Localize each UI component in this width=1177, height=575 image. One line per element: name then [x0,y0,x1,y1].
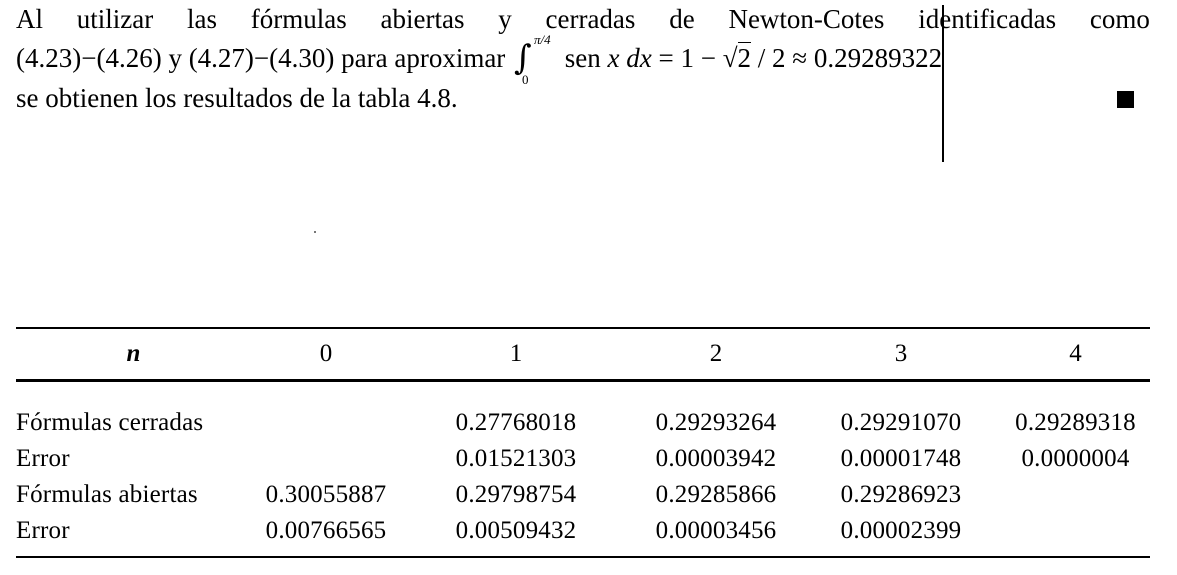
table-cell: 0.00003942 [655,445,777,472]
paragraph-line-2: (4.23)−(4.26) y (4.27)−(4.30) para aprox… [16,33,1150,87]
sqrt-argument: 2 [737,42,752,73]
header-n: n [126,340,141,367]
word: utilizar [76,4,154,34]
vertical-scan-line [942,5,944,162]
word: Al [16,4,43,34]
word: como [1089,4,1150,34]
header-col-4: 4 [1069,340,1082,367]
table-cell: 0.29289318 [1015,409,1136,436]
table-cell: 0.29286923 [840,481,962,508]
table-cell: 0.00003456 [655,517,777,544]
text-run: = 1 − √ [651,43,738,73]
table-row: Error 0.01521303 0.00003942 0.00001748 0… [16,441,1150,477]
table-cell: 0.27768018 [455,409,577,436]
end-of-proof-icon [1117,91,1134,108]
header-col-2: 2 [709,340,723,367]
table-cell: 0.00002399 [840,517,962,544]
word: fórmulas [250,4,347,34]
row-label: Error [16,517,70,544]
header-col-0: 0 [319,340,333,367]
table-cell [1001,513,1150,549]
table-cell [1001,477,1150,513]
text-run: / 2 ≈ 0.29289322 [751,43,943,73]
table-cell: 0.29798754 [455,481,577,508]
math-var-x: x [607,43,620,73]
word: de [669,4,695,34]
row-label: Fórmulas abiertas [16,481,198,508]
table-cell: 0.00509432 [455,517,577,544]
scan-speck [314,231,316,233]
table-cell: 0.01521303 [455,445,577,472]
integral-upper-limit: π/4 [534,32,551,47]
math-var-dx: dx [626,43,652,73]
table-header-rule [16,379,1150,382]
table-row: Error 0.00766565 0.00509432 0.00003456 0… [16,513,1150,549]
table-cell [251,441,401,477]
row-label: Error [16,445,70,472]
word: abiertas [380,4,465,34]
paragraph-line-3: se obtienen los resultados de la tabla 4… [16,83,458,113]
table-row: Fórmulas cerradas 0.27768018 0.29293264 … [16,379,1150,441]
header-col-1: 1 [509,340,523,367]
text-run: sen [558,43,608,73]
paragraph-line-1: Al utilizar las fórmulas abiertas y cerr… [16,0,1150,38]
table-cell: 0.30055887 [265,481,387,508]
word: y [498,4,512,34]
table-row: Fórmulas abiertas 0.30055887 0.29798754 … [16,477,1150,513]
table-cell [251,379,401,441]
table-top-rule [16,327,1150,329]
integral-sign-icon: ∫ [514,38,532,78]
word: las [187,4,217,34]
integral-lower-limit: 0 [522,72,529,87]
table-cell: 0.00001748 [840,445,962,472]
word: Newton-Cotes [728,4,885,34]
table-header-row: n 0 1 2 3 4 [16,329,1150,379]
row-label: Fórmulas cerradas [16,409,204,436]
table-bottom-rule [16,556,1150,558]
text-run: (4.23)−(4.26) y (4.27)−(4.30) para aprox… [16,43,513,73]
table-cell: 0.29291070 [840,409,962,436]
table-cell: 0.29293264 [655,409,777,436]
word: cerradas [545,4,636,34]
word: identificadas [918,4,1057,34]
table-cell: 0.29285866 [655,481,777,508]
results-table: n 0 1 2 3 4 Fórmulas cerradas 0.27768018… [16,329,1150,549]
header-col-3: 3 [894,340,908,367]
integral-symbol: ∫ π/4 0 [512,33,558,87]
table-cell: 0.0000004 [1021,445,1130,472]
table-cell: 0.00766565 [265,517,387,544]
